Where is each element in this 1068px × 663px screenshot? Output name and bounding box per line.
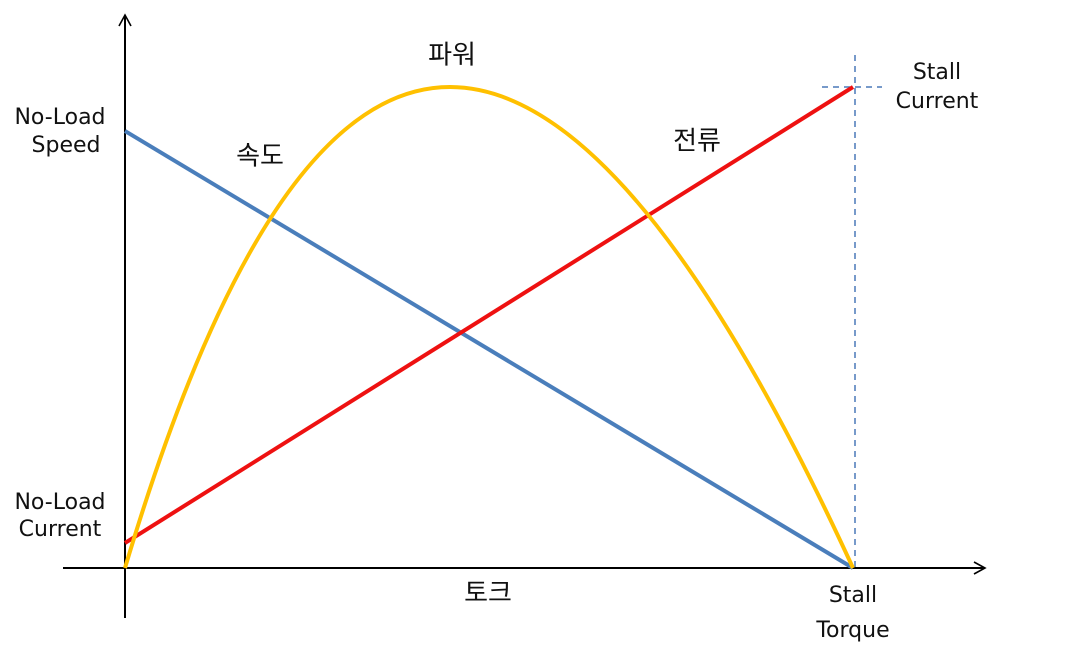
label: Current (896, 89, 979, 114)
speed-line (123, 129, 855, 570)
power-curve (123, 85, 855, 569)
label: No-Load (14, 105, 105, 130)
label: Speed (32, 133, 101, 158)
label: Current (19, 517, 102, 542)
label: No-Load (14, 490, 105, 515)
label: Stall (913, 60, 961, 85)
label: Stall (829, 583, 877, 608)
label: 토크 (464, 579, 512, 609)
curve-label: 전류 (673, 127, 721, 157)
label: Torque (815, 618, 889, 643)
curve-label: 속도 (236, 142, 284, 172)
curve-label: 파워 (428, 41, 476, 71)
current-line (123, 85, 855, 545)
